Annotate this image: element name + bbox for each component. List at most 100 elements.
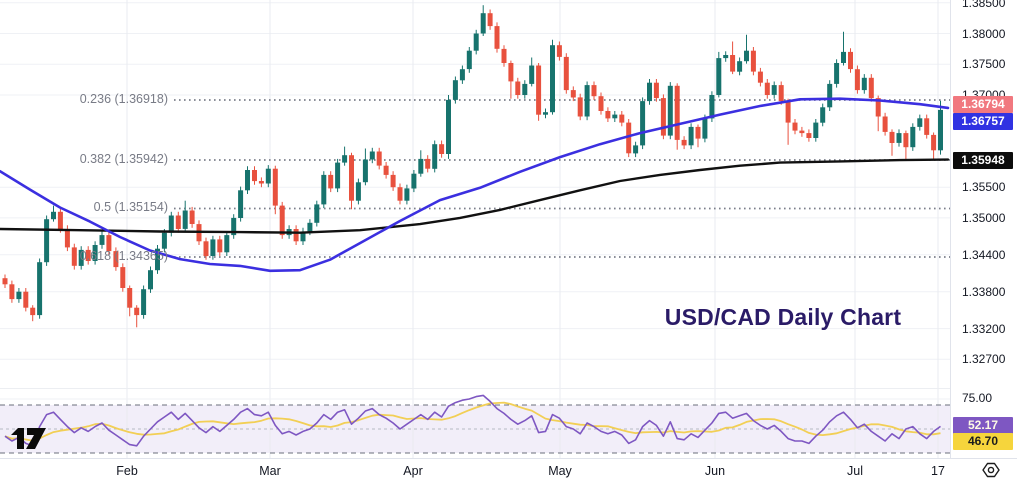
candle-body bbox=[820, 107, 826, 123]
candle-body bbox=[709, 95, 715, 119]
candle-body bbox=[903, 133, 909, 148]
candle-body bbox=[376, 151, 382, 166]
candle-body bbox=[404, 188, 410, 201]
time-axis-label: Jun bbox=[704, 464, 726, 478]
price-axis-label: 1.34400 bbox=[962, 247, 1006, 262]
candle-body bbox=[612, 114, 618, 119]
candle-body bbox=[120, 267, 126, 288]
candle-body bbox=[841, 51, 846, 63]
candle-body bbox=[328, 174, 334, 189]
price-axis-label: 1.32700 bbox=[962, 352, 1006, 367]
candle-body bbox=[168, 215, 174, 233]
candle-body bbox=[778, 85, 784, 102]
candle-body bbox=[155, 248, 160, 271]
candle-body bbox=[550, 45, 555, 113]
candle-body bbox=[688, 126, 694, 146]
candle-body bbox=[439, 144, 445, 154]
candle-body bbox=[737, 61, 743, 72]
time-axis-label: 17 bbox=[931, 464, 945, 478]
candle-body bbox=[231, 217, 237, 236]
scale-settings-icon[interactable] bbox=[980, 461, 1002, 479]
rsi-canvas[interactable] bbox=[0, 389, 950, 459]
rsi-pane[interactable] bbox=[0, 388, 950, 459]
rsi-line[interactable] bbox=[4, 394, 941, 447]
candle-body bbox=[362, 159, 368, 183]
price-badge: 1.35948 bbox=[953, 151, 1013, 169]
candle-body bbox=[452, 80, 458, 100]
ma-slow-line[interactable] bbox=[0, 158, 950, 234]
candle-body bbox=[605, 111, 611, 119]
candle-body bbox=[771, 85, 777, 95]
candle-body bbox=[834, 63, 840, 84]
candle-body bbox=[258, 181, 264, 184]
candle-body bbox=[355, 182, 361, 201]
candle-body bbox=[577, 97, 583, 117]
candle-body bbox=[57, 211, 63, 229]
candle-body bbox=[106, 235, 112, 252]
candle-body bbox=[799, 130, 805, 134]
candle-body bbox=[397, 187, 403, 201]
candle-body bbox=[238, 190, 244, 218]
time-axis-label: Apr bbox=[403, 464, 423, 478]
candle-body bbox=[44, 219, 50, 263]
candle-body bbox=[390, 174, 396, 188]
candle-body bbox=[459, 69, 465, 81]
rsi-value-badge: 52.17 bbox=[953, 416, 1013, 434]
price-badge: 1.36794 bbox=[953, 95, 1013, 113]
candle-body bbox=[854, 69, 860, 91]
candle-body bbox=[716, 58, 722, 95]
candle-body bbox=[570, 90, 576, 98]
candle-body bbox=[30, 307, 36, 316]
candle-body bbox=[917, 118, 923, 127]
candle-body bbox=[626, 122, 632, 154]
candle-body bbox=[127, 288, 133, 308]
candle-body bbox=[307, 222, 313, 232]
time-axis-label: Mar bbox=[259, 464, 281, 478]
candle-body bbox=[730, 55, 736, 72]
candle-body bbox=[702, 118, 708, 139]
candle-body bbox=[300, 231, 306, 242]
price-axis-label: 1.38500 bbox=[962, 0, 1006, 10]
candle-body bbox=[674, 85, 680, 140]
candle-body bbox=[210, 239, 216, 256]
rsi-ma-line[interactable] bbox=[4, 401, 941, 442]
candle-body bbox=[279, 205, 285, 236]
candle-body bbox=[134, 307, 140, 316]
candle-body bbox=[245, 170, 250, 191]
candle-body bbox=[744, 50, 749, 62]
price-pane[interactable]: USD/CAD Daily Chart 0.236 (1.36918) 0.382… bbox=[0, 0, 950, 388]
candle-body bbox=[349, 155, 354, 201]
tradingview-logo[interactable] bbox=[10, 427, 48, 451]
candle-body bbox=[750, 50, 756, 72]
candle-body bbox=[868, 77, 874, 99]
candle-body bbox=[16, 291, 22, 300]
candle-body bbox=[633, 145, 639, 154]
candlestick-canvas[interactable] bbox=[0, 0, 950, 388]
time-axis[interactable]: Feb Mar Apr May Jun Jul 17 bbox=[0, 458, 1017, 483]
candle-body bbox=[681, 139, 687, 146]
candle-body bbox=[342, 155, 348, 163]
candle-body bbox=[265, 168, 271, 184]
candle-body bbox=[723, 55, 729, 59]
price-axis-label: 1.33800 bbox=[962, 284, 1006, 299]
candle-body bbox=[203, 241, 209, 257]
rsi-ma-value-badge: 46.70 bbox=[953, 432, 1013, 450]
candle-body bbox=[64, 229, 70, 248]
candle-body bbox=[667, 85, 673, 136]
candle-body bbox=[494, 26, 500, 49]
candle-body bbox=[543, 112, 548, 115]
candle-body bbox=[515, 81, 521, 95]
candle-body bbox=[487, 13, 493, 27]
candle-body bbox=[910, 126, 916, 148]
candle-body bbox=[71, 247, 77, 266]
tradingview-logo-icon bbox=[11, 428, 46, 449]
ma-fast-line[interactable] bbox=[0, 97, 950, 273]
candle-body bbox=[314, 204, 320, 223]
candle-body bbox=[425, 158, 431, 169]
price-axis[interactable]: 1.38500 1.38000 1.37500 1.37000 1.35500 1.350… bbox=[950, 0, 1017, 483]
price-axis-label: 1.35000 bbox=[962, 210, 1006, 225]
candle-body bbox=[848, 51, 853, 70]
candle-body bbox=[161, 232, 167, 249]
chart-title: USD/CAD Daily Chart bbox=[664, 304, 902, 330]
